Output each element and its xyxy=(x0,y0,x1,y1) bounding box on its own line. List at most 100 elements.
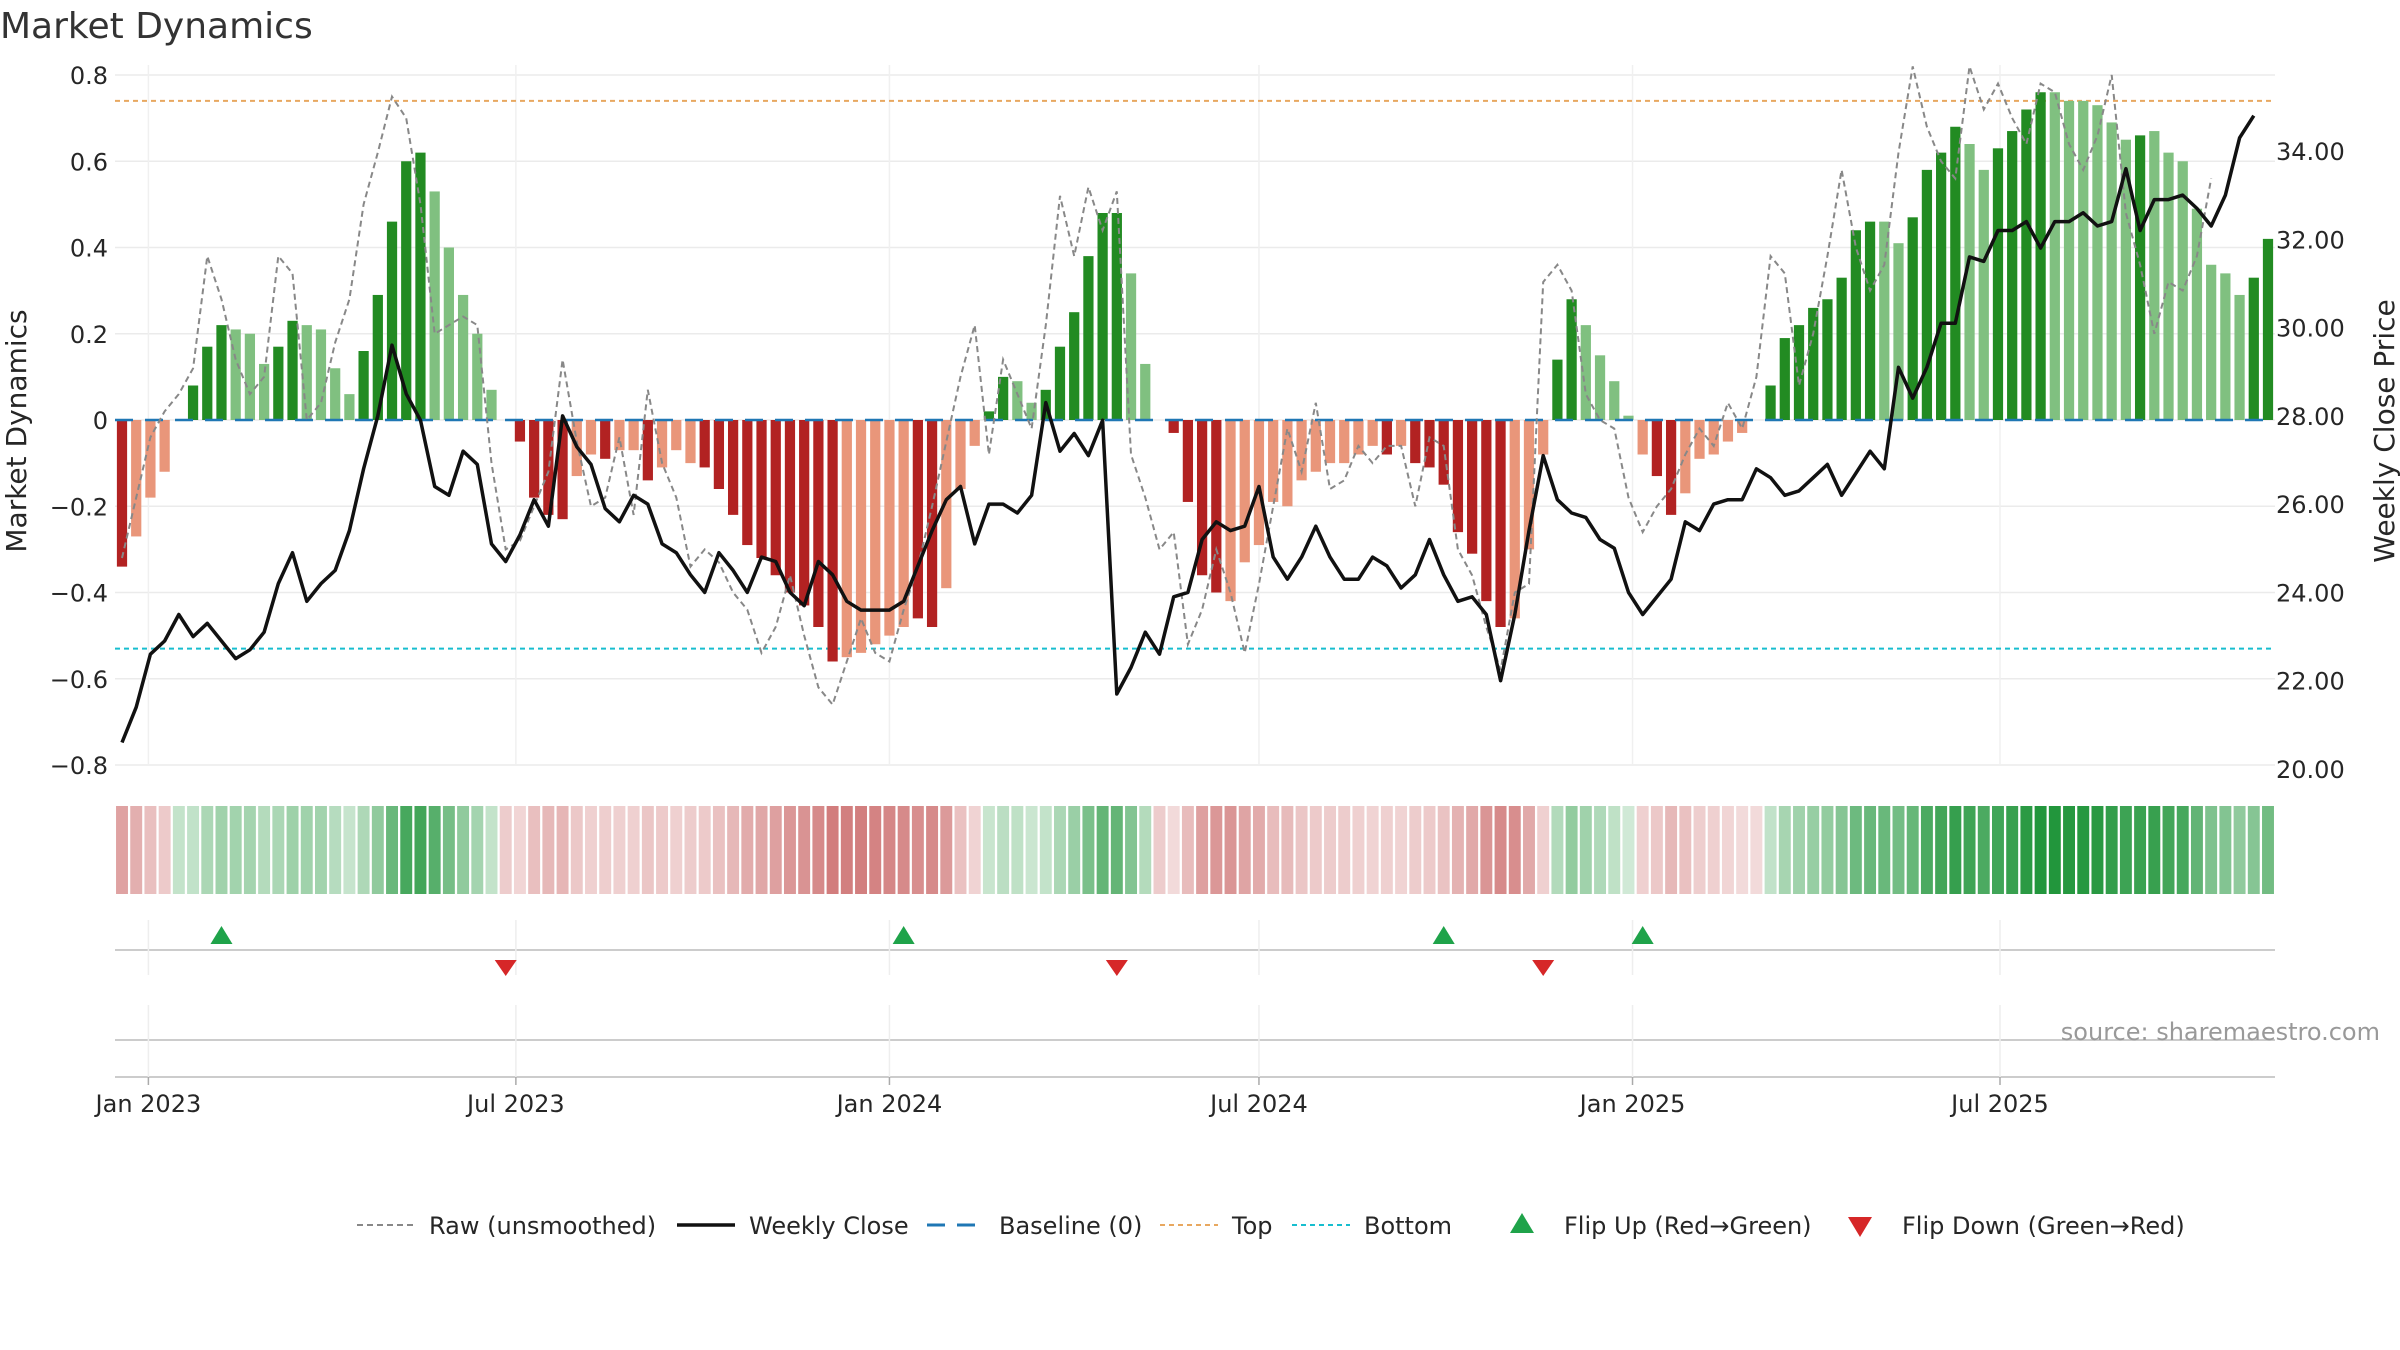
close-line xyxy=(120,114,2256,744)
regime-cell xyxy=(1380,806,1393,894)
regime-cell xyxy=(997,806,1010,894)
dynamics-bar xyxy=(244,333,256,420)
dynamics-bar xyxy=(614,420,625,451)
flip-down-marker xyxy=(1105,960,1128,976)
regime-cell xyxy=(1565,806,1578,894)
regime-cell xyxy=(599,806,612,894)
dynamics-bar xyxy=(1395,420,1407,446)
dynamics-bar xyxy=(1950,126,1961,420)
y-tick-label: −0.8 xyxy=(50,752,108,780)
dynamics-bar xyxy=(1580,325,1591,420)
regime-cell xyxy=(329,806,342,894)
regime-cell xyxy=(1324,806,1336,894)
dynamics-bar xyxy=(955,420,966,489)
x-axis: Jan 2023 Jul 2023 Jan 2024 Jul 2024 Jan 2025… xyxy=(94,1077,2049,1118)
regime-cell xyxy=(1579,806,1592,894)
flip-up-marker xyxy=(1432,926,1455,944)
regime-cell xyxy=(314,806,327,894)
legend-label-bottom: Bottom xyxy=(1364,1212,1452,1240)
dynamics-bar xyxy=(870,420,881,645)
dynamics-bar xyxy=(2092,105,2103,420)
dynamics-bar xyxy=(1509,420,1520,619)
dynamics-bar xyxy=(841,420,852,658)
dynamics-bar xyxy=(2106,122,2117,420)
dynamics-bar xyxy=(2120,139,2131,420)
dynamics-bar xyxy=(969,420,980,446)
dynamics-bar xyxy=(202,346,213,420)
regime-cell xyxy=(1082,806,1095,894)
dynamics-bar xyxy=(742,420,753,546)
regime-cell xyxy=(1508,806,1521,894)
dynamics-bar xyxy=(1779,338,1790,420)
dynamics-bar xyxy=(2035,92,2046,420)
legend-item-flip_down: Flip Down (Green→Red) xyxy=(1848,1212,2185,1240)
flip-up-marker xyxy=(1631,926,1654,944)
regime-cell xyxy=(1153,806,1166,894)
regime-cell xyxy=(2262,806,2274,894)
regime-cell xyxy=(1366,806,1379,894)
regime-cell xyxy=(712,806,725,894)
legend: Raw (unsmoothed) Weekly Close Baseline (0)… xyxy=(357,1212,2185,1240)
regime-cell xyxy=(684,806,697,894)
dynamics-bar xyxy=(1680,420,1691,494)
regime-cell xyxy=(2034,806,2047,894)
legend-item-raw: Raw (unsmoothed) xyxy=(357,1212,656,1240)
regime-cell xyxy=(457,806,470,894)
source-note: source: sharemaestro.com xyxy=(2061,1018,2380,1046)
regime-cell xyxy=(1835,806,1848,894)
x-tick-label: Jan 2024 xyxy=(835,1090,943,1118)
x-tick-label: Jan 2023 xyxy=(94,1090,202,1118)
regime-cell xyxy=(826,806,839,894)
regime-cell xyxy=(1096,806,1109,894)
dynamics-bar xyxy=(1324,420,1336,464)
regime-cell xyxy=(528,806,541,894)
dynamics-bar xyxy=(2078,100,2089,420)
regime-cell xyxy=(911,806,924,894)
regime-cell xyxy=(2205,806,2218,894)
regime-cell xyxy=(1821,806,1834,894)
regime-cell xyxy=(2091,806,2104,894)
dynamics-bar xyxy=(2191,208,2203,420)
dynamics-bar xyxy=(1310,420,1321,472)
regime-cell xyxy=(1636,806,1649,894)
regime-cell xyxy=(442,806,455,894)
regime-cell xyxy=(130,806,143,894)
regime-cell xyxy=(414,806,427,894)
dynamics-bar xyxy=(2021,109,2032,420)
dynamics-bar xyxy=(1651,420,1663,477)
dynamics-bar xyxy=(1495,420,1506,627)
y-axis: 0.8 0.6 0.4 0.2 0 −0.2 −0.4 −0.6 −0.8 xyxy=(50,62,108,780)
legend-label-close: Weekly Close xyxy=(749,1212,909,1240)
regime-cell xyxy=(542,806,555,894)
y-tick-label: 0.6 xyxy=(70,148,108,176)
regime-cell xyxy=(1977,806,1990,894)
regime-cell xyxy=(1281,806,1294,894)
regime-cell xyxy=(1537,806,1550,894)
regime-cell xyxy=(172,806,185,894)
regime-cell xyxy=(158,806,171,894)
dynamics-bar xyxy=(1111,213,1122,420)
y-tick-label: 0 xyxy=(93,407,108,435)
regime-cell xyxy=(229,806,242,894)
dynamics-bar xyxy=(1296,420,1307,481)
regime-cell xyxy=(1650,806,1663,894)
regime-cell xyxy=(1068,806,1081,894)
dynamics-bar xyxy=(401,161,412,420)
regime-cell xyxy=(1679,806,1692,894)
y2-tick-label: 34.00 xyxy=(2276,138,2345,166)
dynamics-bar xyxy=(1452,420,1464,533)
dynamics-bar xyxy=(543,420,554,515)
dynamics-bar xyxy=(1566,299,1577,420)
regime-cell xyxy=(2148,806,2161,894)
dynamics-bar xyxy=(529,420,540,498)
dynamics-bar xyxy=(1424,420,1435,468)
raw-series xyxy=(115,66,2275,707)
dynamics-bar xyxy=(216,325,227,420)
regime-cell xyxy=(2119,806,2132,894)
y-tick-label: 0.2 xyxy=(70,321,108,349)
regime-cell xyxy=(1920,806,1933,894)
regime-cell xyxy=(1466,806,1479,894)
regime-cell xyxy=(116,806,128,894)
regime-cell xyxy=(1451,806,1464,894)
